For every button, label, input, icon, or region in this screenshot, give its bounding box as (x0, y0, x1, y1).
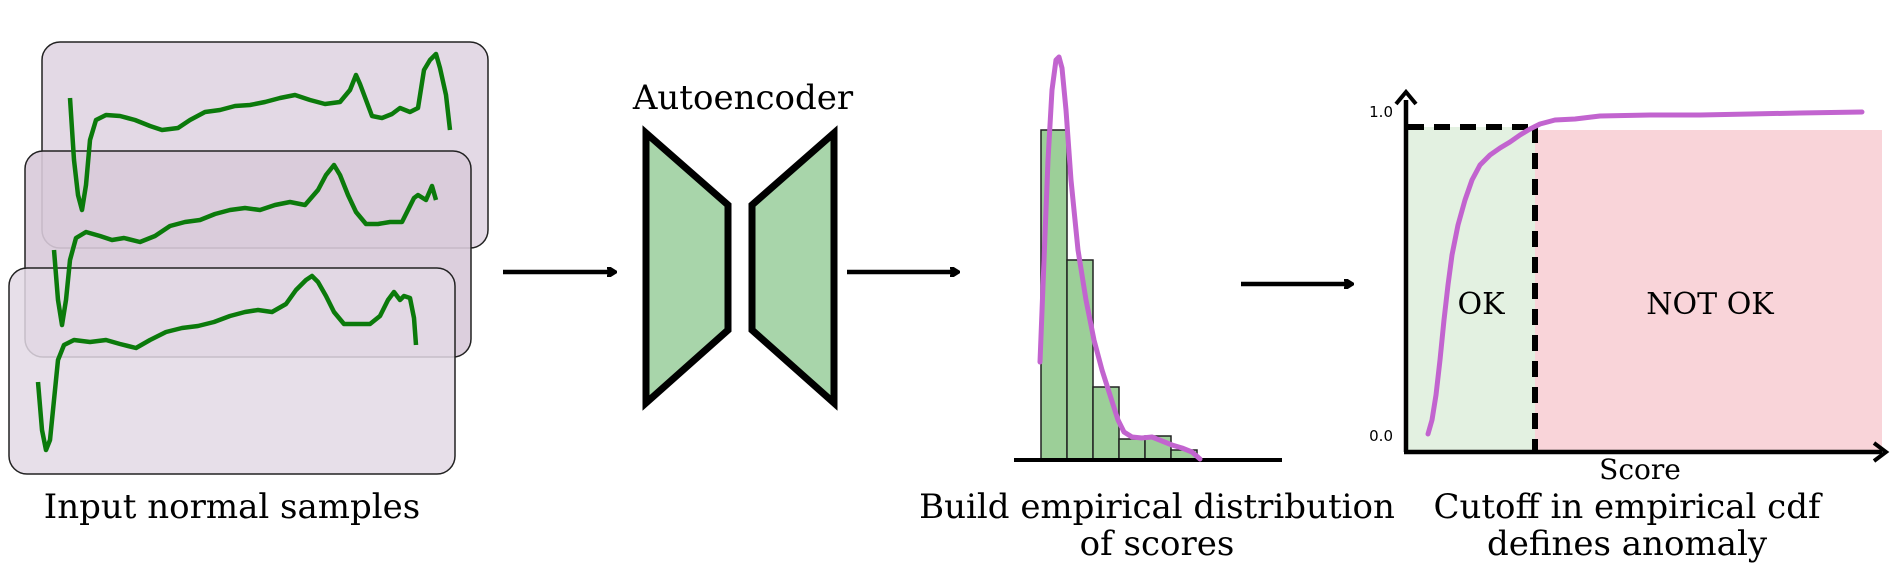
input-caption: Input normal samples (44, 487, 420, 527)
ok-label: OK (1457, 287, 1505, 322)
cdf-panel: 1.0 0.0 OK NOT OK Score Cutoff in empiri… (1369, 88, 1890, 564)
cdf-caption-line2: defines anomaly (1487, 524, 1768, 564)
sample-signal-3 (35, 273, 419, 453)
histogram-bar (1066, 259, 1094, 461)
sample-card-front (8, 267, 456, 475)
cdf-curve (1425, 109, 1865, 437)
cdf-caption-line1: Cutoff in empirical cdf (1433, 487, 1823, 527)
y-bottom-tick-label: 0.0 (1369, 427, 1393, 445)
decoder-shape (748, 125, 838, 411)
sample-signal-1 (67, 51, 453, 213)
density-curve (1037, 54, 1203, 462)
distribution-panel: Build empirical distribution of scores (919, 54, 1395, 564)
histogram (1040, 129, 1198, 461)
input-samples-panel: Input normal samples (8, 41, 489, 527)
x-axis-label: Score (1599, 453, 1681, 486)
y-axis-arrowhead-icon (1394, 88, 1418, 106)
histogram-bar (1092, 386, 1120, 461)
histogram-bar (1118, 438, 1146, 461)
not-ok-region (1535, 130, 1882, 452)
not-ok-label: NOT OK (1646, 287, 1774, 322)
encoder-shape (642, 125, 732, 411)
distribution-caption-line1: Build empirical distribution (919, 487, 1395, 527)
y-top-tick-label: 1.0 (1369, 103, 1393, 121)
autoencoder-block: Autoencoder (632, 78, 854, 411)
sample-signal-2 (51, 162, 439, 328)
autoencoder-label: Autoencoder (632, 78, 854, 118)
x-axis-arrowhead-icon (1872, 441, 1890, 463)
distribution-caption-line2: of scores (1080, 524, 1235, 564)
